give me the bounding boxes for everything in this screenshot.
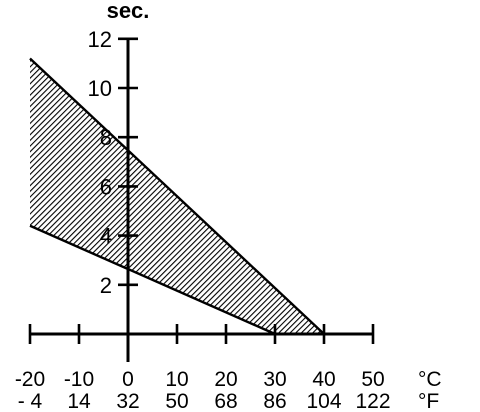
y-tick-label: 4: [100, 224, 112, 249]
lower-boundary-line: [29, 224, 276, 336]
x-tick-label-celsius: 40: [312, 368, 335, 391]
y-tick-label: 8: [100, 125, 112, 150]
x-unit-fahrenheit: °F: [418, 390, 439, 412]
x-tick-label-celsius: 50: [361, 368, 384, 391]
x-tick-label-celsius: -20: [15, 368, 45, 391]
x-tick-label-celsius: 20: [214, 368, 237, 391]
y-tick-label: 12: [88, 27, 112, 52]
x-tick-label-fahrenheit: 122: [355, 390, 390, 412]
chart-title: sec.: [107, 0, 150, 23]
x-tick-label-celsius: -10: [64, 368, 94, 391]
x-tick-label-fahrenheit: 32: [116, 390, 139, 412]
x-tick-label-fahrenheit: 104: [306, 390, 341, 412]
x-tick-label-fahrenheit: - 4: [18, 390, 43, 412]
x-tick-label-fahrenheit: 68: [214, 390, 237, 412]
upper-boundary-line: [29, 57, 325, 335]
x-tick-label-fahrenheit: 86: [263, 390, 286, 412]
x-tick-label-celsius: 30: [263, 368, 286, 391]
x-tick-label-fahrenheit: 14: [67, 390, 91, 412]
x-tick-label-celsius: 0: [122, 368, 134, 391]
x-tick-label-fahrenheit: 50: [165, 390, 188, 412]
y-tick-label: 6: [100, 174, 112, 199]
x-unit-celsius: °C: [418, 368, 442, 391]
x-tick-label-celsius: 10: [165, 368, 188, 391]
y-tick-label: 10: [88, 76, 112, 101]
y-tick-label: 2: [100, 273, 112, 298]
